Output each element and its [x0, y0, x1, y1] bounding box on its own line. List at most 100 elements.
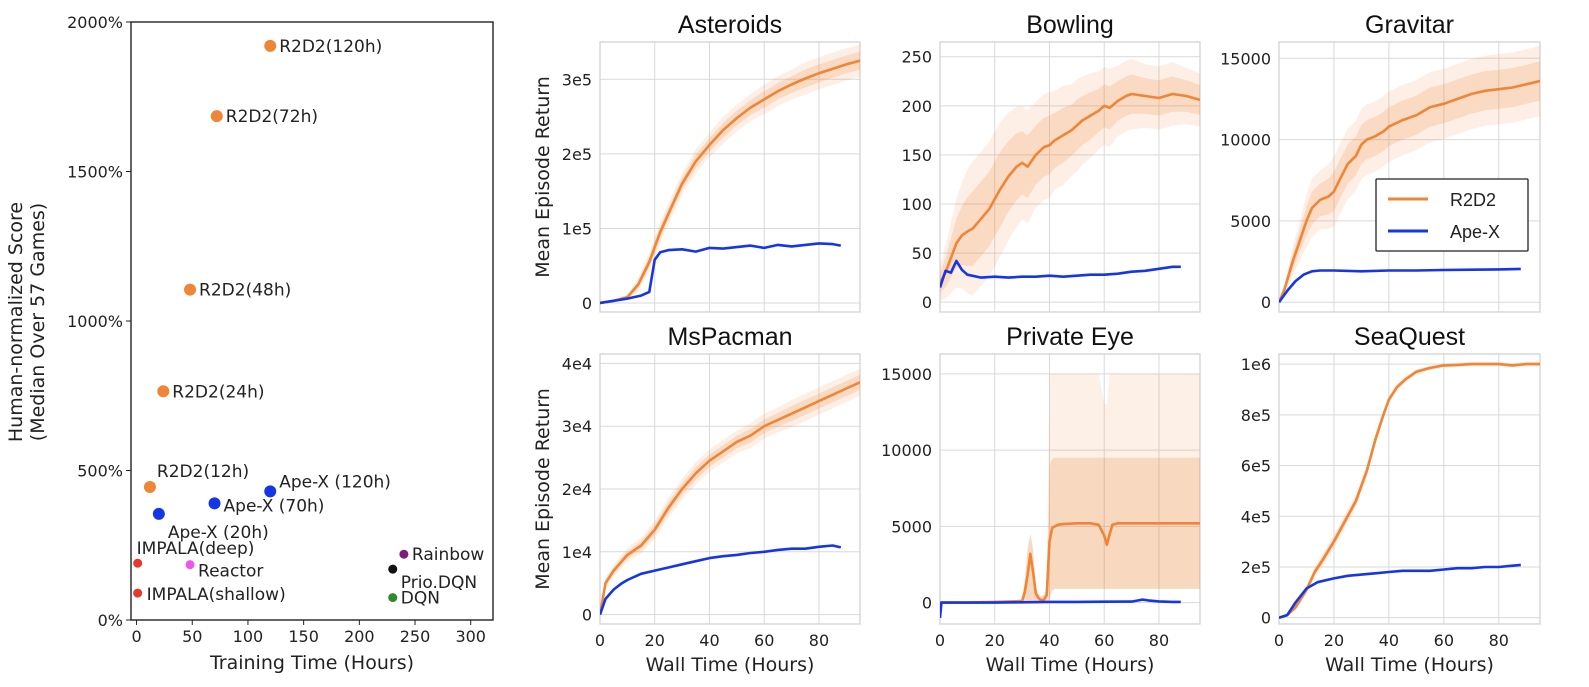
series-line-ape-x — [940, 259, 1181, 288]
confidence-band-inner — [940, 457, 1200, 603]
series-layer — [600, 368, 860, 616]
plot-background — [940, 42, 1200, 312]
x-tick-label: 80 — [1149, 631, 1169, 650]
x-tick-label: 40 — [1039, 631, 1059, 650]
x-tick-label: 50 — [182, 627, 202, 646]
plot-frame — [599, 353, 861, 625]
y-tick-label: 1e6 — [1241, 355, 1271, 374]
y-tick-label: 1000% — [67, 312, 123, 331]
y-tick-label: 0 — [1261, 293, 1271, 312]
y-tick-label: 200 — [901, 97, 932, 116]
series-line-ape-x — [600, 544, 842, 616]
x-tick-label: 60 — [754, 631, 774, 650]
point-label: R2D2(120h) — [279, 37, 382, 57]
x-tick-label: 250 — [400, 627, 431, 646]
scatter-point — [264, 485, 277, 498]
chart-title: Gravitar — [1365, 11, 1454, 39]
confidence-band-outer — [940, 58, 1200, 301]
x-tick-label: 20 — [645, 631, 665, 650]
series-line-r2d2 — [1279, 79, 1540, 303]
x-tick-label: 20 — [1324, 631, 1344, 650]
confidence-band-outer — [1279, 45, 1540, 303]
x-tick-label: 0 — [1274, 631, 1284, 650]
series-line-r2d2 — [1279, 362, 1540, 619]
y-tick-label: 0 — [582, 294, 592, 313]
scatter-point — [133, 588, 143, 598]
scatter-point — [388, 564, 398, 574]
chart-title: Bowling — [1026, 11, 1114, 39]
chart-title: SeaQuest — [1354, 323, 1465, 351]
scatter-point — [185, 560, 195, 570]
x-tick-label: 80 — [1489, 631, 1509, 650]
series-line-ape-x — [1279, 563, 1521, 619]
legend-box — [1375, 178, 1529, 252]
plot-frame — [599, 41, 861, 313]
x-axis-label: Wall Time (Hours) — [646, 654, 815, 676]
plot-frame — [1278, 353, 1541, 625]
y-axis-label: (Median Over 57 Games) — [27, 203, 49, 441]
legend-entry: Ape-X — [1450, 222, 1500, 242]
line-chart-private-eye: 0 20 40 60 80 0 5000 10000 15000 Private Eye Wall … — [881, 323, 1201, 676]
scatter-point — [152, 507, 165, 520]
scatter-point — [143, 480, 156, 493]
x-tick-label: 0 — [131, 627, 141, 646]
y-axis-label: Mean Episode Return — [532, 76, 554, 278]
y-tick-label: 500% — [77, 462, 123, 481]
chart-title: MsPacman — [667, 323, 792, 351]
y-axis-label: Mean Episode Return — [532, 388, 554, 590]
scatter-chart: 0 50 100 150 200 250 300 0% 500% 1000% 1500% 2000% T… — [5, 13, 494, 674]
x-tick-label: 150 — [288, 627, 319, 646]
series-layer — [940, 58, 1200, 301]
x-tick-label: 100 — [233, 627, 264, 646]
scatter-point — [184, 283, 197, 296]
plot-frame — [1278, 41, 1541, 313]
line-chart-mspacman: 0 20 40 60 80 0 1e4 2e4 3e4 4e4 MsPacman Wall Time … — [532, 323, 861, 676]
confidence-band-inner — [1279, 61, 1540, 303]
legend: R2D2 Ape-X — [1375, 178, 1529, 252]
plot-background — [600, 42, 860, 312]
confidence-band-outer — [940, 373, 1200, 603]
point-label: Ape-X (70h) — [224, 496, 325, 516]
x-tick-label: 0 — [595, 631, 605, 650]
scatter-point — [264, 39, 277, 52]
point-label: Prio.DQN — [401, 573, 477, 593]
series-line-r2d2 — [940, 522, 1200, 604]
plot-frame — [939, 41, 1201, 313]
x-tick-label: 40 — [1379, 631, 1399, 650]
chart-title: Private Eye — [1006, 323, 1134, 351]
y-tick-label: 2e4 — [562, 480, 592, 499]
scatter-point — [133, 558, 143, 568]
x-axis-label: Wall Time (Hours) — [1325, 654, 1494, 676]
plot-background — [1279, 354, 1540, 624]
point-label: R2D2(12h) — [157, 462, 249, 482]
plot-frame — [939, 353, 1201, 625]
series-layer — [1279, 45, 1540, 303]
y-tick-label: 1500% — [67, 163, 123, 182]
line-chart-seaquest: 0 20 40 60 80 0 2e5 4e5 6e5 8e5 1e6 SeaQuest Wall Ti… — [1241, 323, 1541, 676]
point-label: IMPALA(shallow) — [147, 585, 286, 605]
scatter-point — [208, 497, 221, 510]
y-tick-label: 4e5 — [1241, 507, 1271, 526]
point-label: Reactor — [198, 562, 263, 582]
y-tick-label: 4e4 — [562, 354, 592, 373]
y-tick-label: 2000% — [67, 13, 123, 32]
point-label: R2D2(72h) — [226, 107, 318, 127]
y-tick-label: 0 — [582, 606, 592, 625]
x-axis-label: Wall Time (Hours) — [986, 654, 1155, 676]
line-chart-bowling: 0 50 100 150 200 250 Bowling — [901, 11, 1201, 313]
series-line-r2d2 — [600, 59, 860, 305]
y-tick-label: 50 — [912, 244, 932, 263]
plot-background — [940, 354, 1200, 624]
x-tick-label: 0 — [935, 631, 945, 650]
series-layer — [1279, 361, 1540, 619]
scatter-point — [210, 110, 223, 123]
y-tick-label: 1e4 — [562, 543, 592, 562]
y-tick-label: 0% — [98, 611, 123, 630]
line-chart-gravitar: 0 5000 10000 15000 Gravitar R2D2 Ape-X — [1220, 11, 1541, 313]
series-line-r2d2 — [600, 381, 860, 615]
x-tick-label: 60 — [1094, 631, 1114, 650]
y-tick-label: 3e4 — [562, 417, 592, 436]
series-layer — [940, 373, 1200, 619]
point-label: Ape-X (20h) — [168, 523, 269, 543]
scatter-point — [399, 549, 409, 559]
